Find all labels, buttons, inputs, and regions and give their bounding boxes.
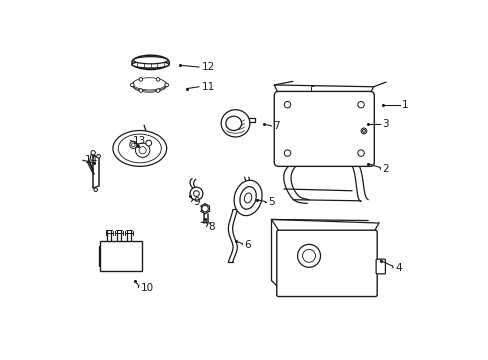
FancyBboxPatch shape [274,91,373,166]
Text: 5: 5 [267,197,274,207]
Text: 13: 13 [132,136,145,145]
Circle shape [164,83,168,87]
Ellipse shape [225,116,241,131]
Ellipse shape [240,186,256,209]
Text: 4: 4 [394,263,401,273]
Ellipse shape [118,134,161,163]
Ellipse shape [133,57,167,64]
Circle shape [97,154,100,158]
Ellipse shape [138,81,161,89]
Circle shape [284,102,290,108]
Ellipse shape [133,80,165,92]
Text: 8: 8 [208,222,215,231]
Circle shape [139,89,142,93]
Ellipse shape [234,180,262,216]
Text: 11: 11 [201,82,214,92]
Text: 7: 7 [273,121,279,131]
Circle shape [357,150,364,156]
Circle shape [156,78,160,81]
Text: 2: 2 [382,164,388,174]
Bar [100,241,142,271]
Circle shape [131,143,135,147]
FancyBboxPatch shape [276,230,376,297]
Circle shape [190,187,203,200]
Circle shape [202,206,208,212]
Ellipse shape [132,61,169,68]
Circle shape [193,191,199,197]
Ellipse shape [244,193,251,203]
Circle shape [129,141,137,148]
Circle shape [145,140,151,146]
Ellipse shape [132,78,166,91]
Text: 6: 6 [244,239,251,249]
Text: 14: 14 [85,155,98,165]
FancyBboxPatch shape [375,259,385,274]
Circle shape [135,143,149,157]
Ellipse shape [221,110,249,137]
Ellipse shape [133,79,165,91]
Circle shape [284,150,290,156]
Text: 9: 9 [193,197,200,207]
Circle shape [297,244,320,267]
Circle shape [139,147,146,154]
Circle shape [156,89,160,93]
Text: 3: 3 [382,120,388,129]
Circle shape [360,128,366,134]
Circle shape [362,130,365,132]
Ellipse shape [134,79,164,91]
Circle shape [357,102,364,108]
Ellipse shape [132,55,169,69]
Ellipse shape [133,78,165,90]
Circle shape [91,150,95,155]
Text: 1: 1 [402,100,408,110]
Ellipse shape [135,57,166,68]
Circle shape [94,188,97,192]
Circle shape [139,78,142,81]
Circle shape [302,249,315,262]
Circle shape [130,83,134,87]
Text: 12: 12 [201,62,214,72]
Text: 10: 10 [140,283,153,293]
Ellipse shape [113,131,166,166]
